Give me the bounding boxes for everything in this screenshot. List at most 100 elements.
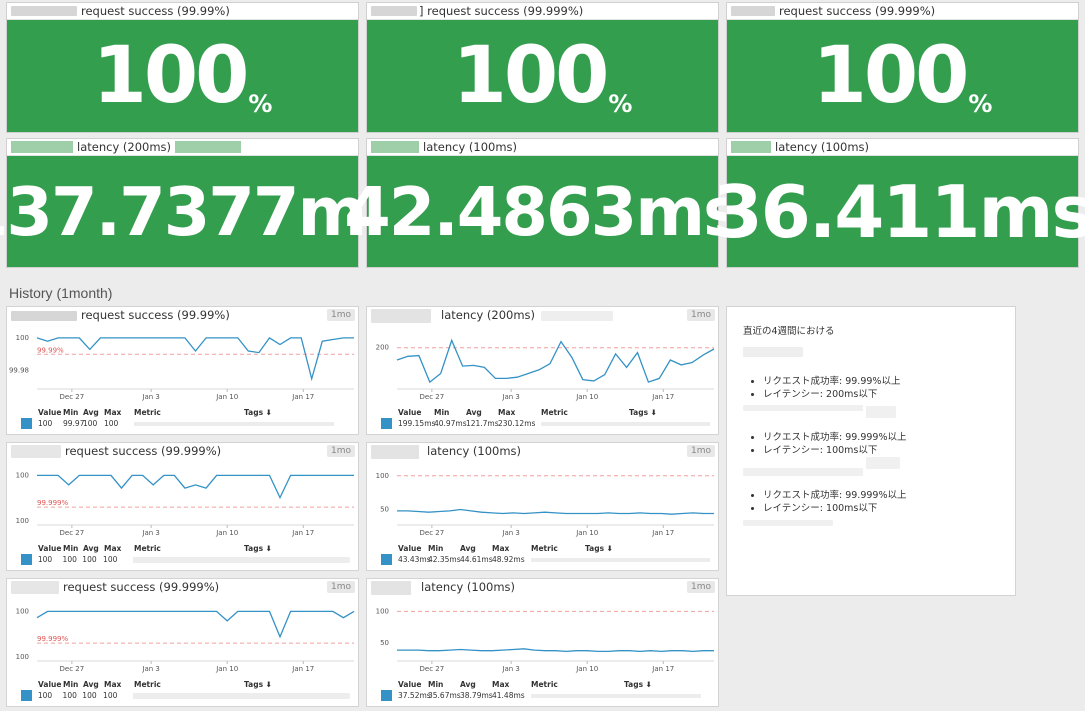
series-swatch <box>21 690 32 701</box>
metric-table: Value Min Avg Max Metric Tags ⬇ 43.43ms 42.35m… <box>381 543 710 565</box>
y-tick-label: 100 <box>376 607 389 615</box>
tile-value: 100 <box>812 31 970 121</box>
x-tick-label: Jan 10 <box>575 393 598 401</box>
x-tick-label: Jan 10 <box>215 393 238 401</box>
history-widget-5[interactable]: request success (99.999%) 1mo 99.999% 100 1… <box>6 578 359 707</box>
tile-title: request success (99.99%) <box>7 3 358 20</box>
history-widget-4[interactable]: latency (100ms) 1mo 100 50 Dec 27 Jan 3 Jan 1… <box>366 442 719 571</box>
timeframe-badge[interactable]: 1mo <box>687 581 715 593</box>
line-chart[interactable]: 100 50 Dec 27 Jan 3 Jan 10 Jan 17 <box>367 461 718 543</box>
timeframe-badge[interactable]: 1mo <box>687 309 715 321</box>
metric-table: Value Min Avg Max Metric Tags ⬇ 37.52ms 35.67m… <box>381 679 710 701</box>
series-swatch <box>381 554 392 565</box>
tile-unit: % <box>968 90 993 118</box>
metric-table: Value Min Avg Max Metric Tags ⬇ 100 99.97 100 10… <box>21 407 350 429</box>
note-item: レイテンシー: 100ms以下 <box>763 444 999 457</box>
threshold-label: 99.99% <box>37 346 64 354</box>
note-item: レイテンシー: 100ms以下 <box>763 502 999 515</box>
line-chart[interactable]: 100 50 Dec 27 Jan 3 Jan 10 Jan 17 <box>367 597 718 679</box>
line-chart[interactable]: 99.99% 100 99.98 Dec 27 Jan 3 Jan 10 Jan 17 <box>7 325 358 407</box>
slo-tile-6[interactable]: latency (100ms) 36.411ms <box>713 138 1085 268</box>
history-widget-3[interactable]: request success (99.999%) 1mo 99.999% 100 1… <box>6 442 359 571</box>
widget-title: latency (100ms) 1mo <box>367 579 718 596</box>
widget-title: latency (200ms) 1mo <box>367 307 718 324</box>
series-line <box>36 337 354 382</box>
timeframe-badge[interactable]: 1mo <box>327 581 355 593</box>
x-tick-label: Jan 3 <box>501 529 519 537</box>
timeframe-badge[interactable]: 1mo <box>327 445 355 457</box>
metric-table: Value Min Avg Max Metric Tags ⬇ 100 100 100 100 <box>21 543 350 565</box>
x-tick-label: Jan 17 <box>291 393 314 401</box>
x-tick-label: Jan 3 <box>141 529 159 537</box>
series-line <box>397 648 714 653</box>
history-widget-6[interactable]: latency (100ms) 1mo 100 50 Dec 27 Jan 3 Jan 1… <box>366 578 719 707</box>
x-tick-label: Jan 17 <box>651 393 674 401</box>
x-tick-label: Dec 27 <box>60 665 85 673</box>
threshold-label: 99.999% <box>37 499 68 507</box>
y-tick-label: 50 <box>380 639 389 647</box>
x-tick-label: Jan 10 <box>215 665 238 673</box>
widget-title: request success (99.99%) 1mo <box>7 307 358 324</box>
history-widget-2[interactable]: latency (200ms) 1mo 200 Dec 27 Jan 3 Jan 10 J… <box>366 306 719 435</box>
y-tick-label: 100 <box>16 471 29 479</box>
timeframe-badge[interactable]: 1mo <box>687 445 715 457</box>
x-tick-label: Jan 3 <box>501 393 519 401</box>
tile-value: 42.4863ms <box>344 172 743 251</box>
series-line <box>396 338 715 384</box>
x-tick-label: Dec 27 <box>420 393 445 401</box>
y-tick-label: 200 <box>376 344 389 352</box>
notes-list-1: リクエスト成功率: 99.99%以上 レイテンシー: 200ms以下 <box>743 375 999 401</box>
threshold-label: 99.999% <box>37 635 68 643</box>
notes-heading: 直近の4週間における <box>743 326 835 337</box>
note-item: リクエスト成功率: 99.999%以上 <box>763 489 999 502</box>
x-tick-label: Jan 10 <box>575 529 598 537</box>
metric-table: Value Min Avg Max Metric Tags ⬇ 100 100 100 100 <box>21 679 350 701</box>
x-tick-label: Jan 17 <box>291 665 314 673</box>
tile-unit: % <box>608 90 633 118</box>
series-line <box>37 474 354 500</box>
tile-value: 137.7377ms <box>0 172 405 251</box>
tile-value: 100 <box>452 31 610 121</box>
y-tick-label: 50 <box>380 506 389 514</box>
widget-title: request success (99.999%) 1mo <box>7 579 358 596</box>
y-tick-label: 100 <box>16 607 29 615</box>
series-line <box>36 610 355 639</box>
tile-title: latency (200ms) <box>7 139 358 156</box>
line-chart[interactable]: 200 Dec 27 Jan 3 Jan 10 Jan 17 <box>367 325 718 407</box>
x-tick-label: Jan 10 <box>215 529 238 537</box>
notes-list-2: リクエスト成功率: 99.999%以上 レイテンシー: 100ms以下 <box>743 431 999 457</box>
series-swatch <box>21 418 32 429</box>
slo-tile-3[interactable]: request success (99.999%) 100% <box>726 2 1079 133</box>
x-tick-label: Dec 27 <box>60 393 85 401</box>
slo-tile-1[interactable]: request success (99.99%) 100% <box>6 2 359 133</box>
tile-value: 36.411ms <box>712 169 1085 254</box>
x-tick-label: Jan 17 <box>291 529 314 537</box>
note-item: レイテンシー: 200ms以下 <box>763 388 999 401</box>
series-line <box>397 508 714 515</box>
tile-title: ] request success (99.999%) <box>367 3 718 20</box>
y-tick-label: 100 <box>376 472 389 480</box>
timeframe-badge[interactable]: 1mo <box>327 309 355 321</box>
metric-table: Value Min Avg Max Metric Tags ⬇ 199.15ms 40.97… <box>381 407 710 429</box>
tile-title: latency (100ms) <box>727 139 1078 156</box>
x-tick-label: Jan 3 <box>141 665 159 673</box>
y-tick-label: 100 <box>16 653 29 661</box>
y-tick-label: 99.98 <box>9 367 29 375</box>
tile-title: request success (99.999%) <box>727 3 1078 20</box>
history-widget-1[interactable]: request success (99.99%) 1mo 99.99% 100 99.… <box>6 306 359 435</box>
slo-tile-4[interactable]: latency (200ms) 137.7377ms <box>0 138 405 268</box>
widget-title: request success (99.999%) 1mo <box>7 443 358 460</box>
slo-tile-5[interactable]: latency (100ms) 42.4863ms <box>344 138 743 268</box>
note-item: リクエスト成功率: 99.99%以上 <box>763 375 999 388</box>
series-swatch <box>21 554 32 565</box>
x-tick-label: Jan 3 <box>501 665 519 673</box>
line-chart[interactable]: 99.999% 100 100 Dec 27 Jan 3 Jan 10 Jan 17 <box>7 597 358 679</box>
series-swatch <box>381 418 392 429</box>
x-tick-label: Dec 27 <box>420 529 445 537</box>
slo-tile-2[interactable]: ] request success (99.999%) 100% <box>366 2 719 133</box>
x-tick-label: Jan 17 <box>651 665 674 673</box>
x-tick-label: Dec 27 <box>60 529 85 537</box>
x-tick-label: Dec 27 <box>420 665 445 673</box>
y-tick-label: 100 <box>16 517 29 525</box>
line-chart[interactable]: 99.999% 100 100 Dec 27 Jan 3 Jan 10 Jan 17 <box>7 461 358 543</box>
